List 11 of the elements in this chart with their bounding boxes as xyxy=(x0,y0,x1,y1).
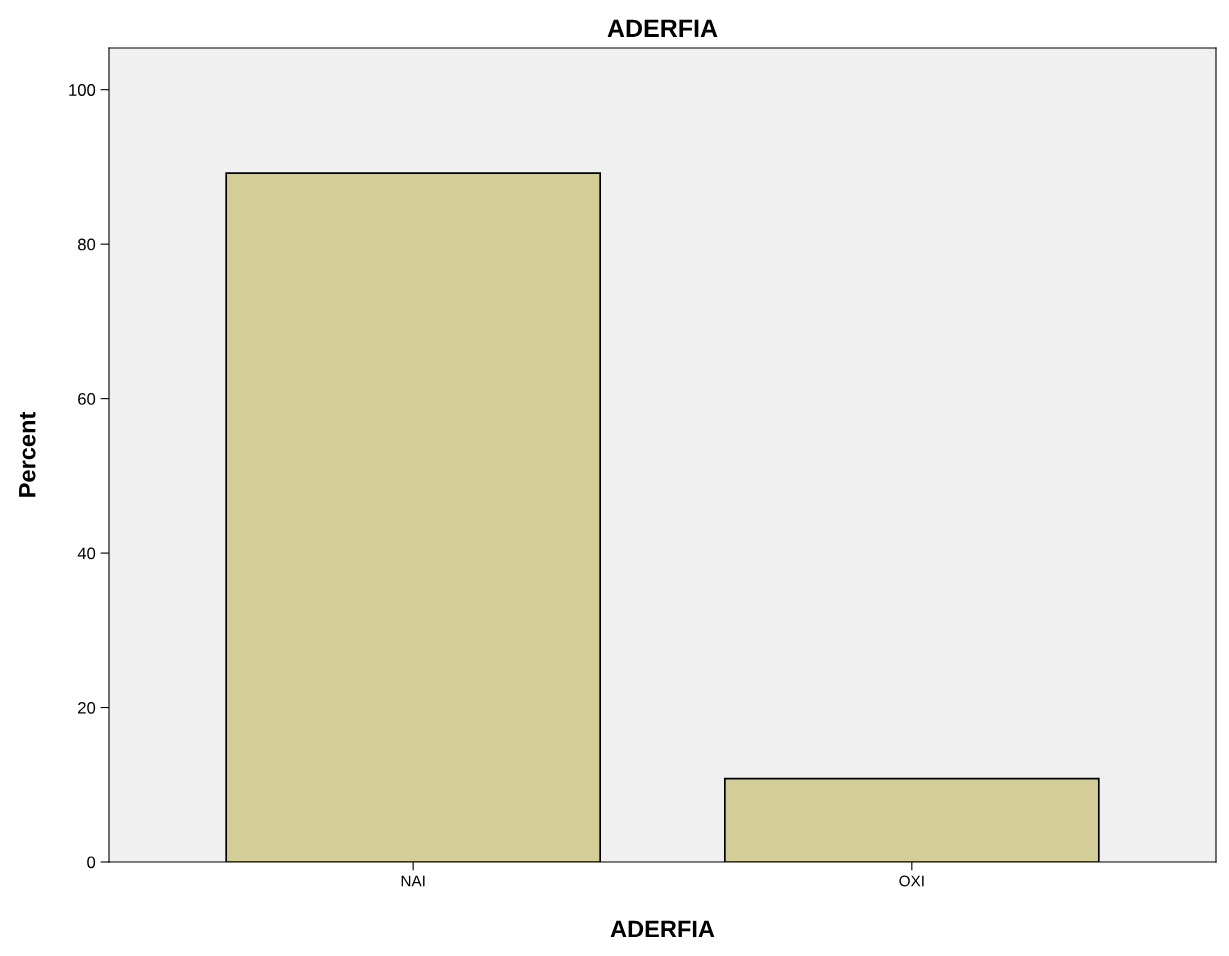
y-tick-label: 60 xyxy=(78,393,96,405)
y-tick-label: 0 xyxy=(87,856,96,869)
chart-title: ADERFIA xyxy=(607,19,718,37)
x-tick-label: OXI xyxy=(899,875,924,887)
y-tick-label: 80 xyxy=(77,238,96,251)
y-tick-label: 20 xyxy=(78,701,96,714)
y-axis-title: Percent xyxy=(19,411,36,497)
y-tick-label: 100 xyxy=(69,84,96,96)
x-axis-title: ADERFIA xyxy=(610,920,715,938)
y-tick-label: 40 xyxy=(77,547,96,560)
x-tick-label: NAI xyxy=(401,875,425,887)
